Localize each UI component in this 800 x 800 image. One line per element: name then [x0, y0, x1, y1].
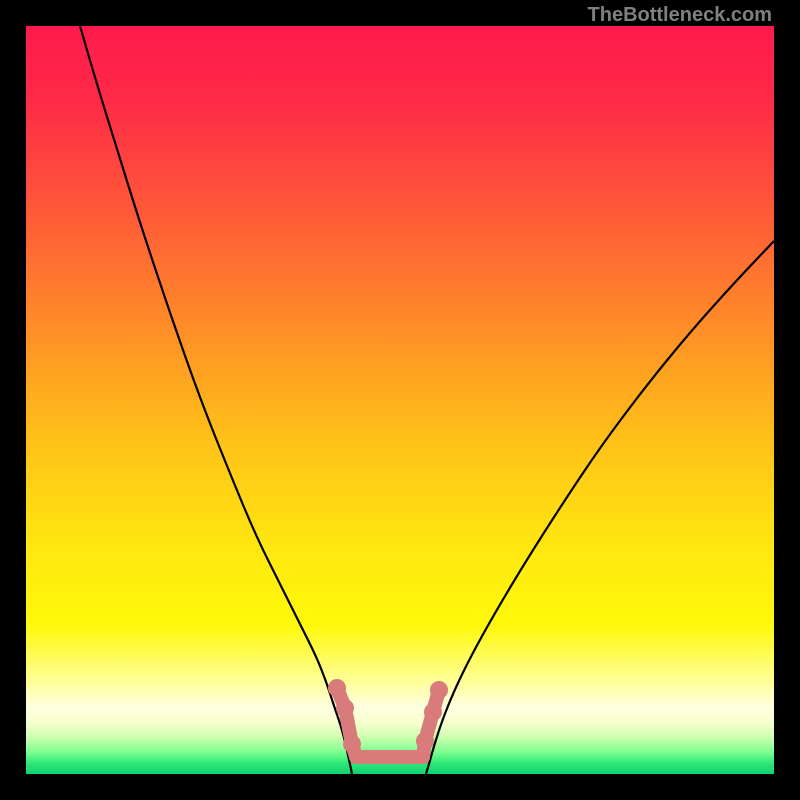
gradient-background	[26, 26, 774, 774]
salmon-dot	[416, 732, 434, 750]
plot-svg	[26, 26, 774, 774]
salmon-dot	[424, 703, 442, 721]
chart-container: TheBottleneck.com	[0, 0, 800, 800]
watermark-text: TheBottleneck.com	[588, 4, 772, 27]
salmon-dot	[430, 681, 448, 699]
salmon-dot	[343, 735, 361, 753]
salmon-dot	[328, 679, 346, 697]
salmon-dot	[336, 699, 354, 717]
plot-area	[26, 26, 774, 774]
